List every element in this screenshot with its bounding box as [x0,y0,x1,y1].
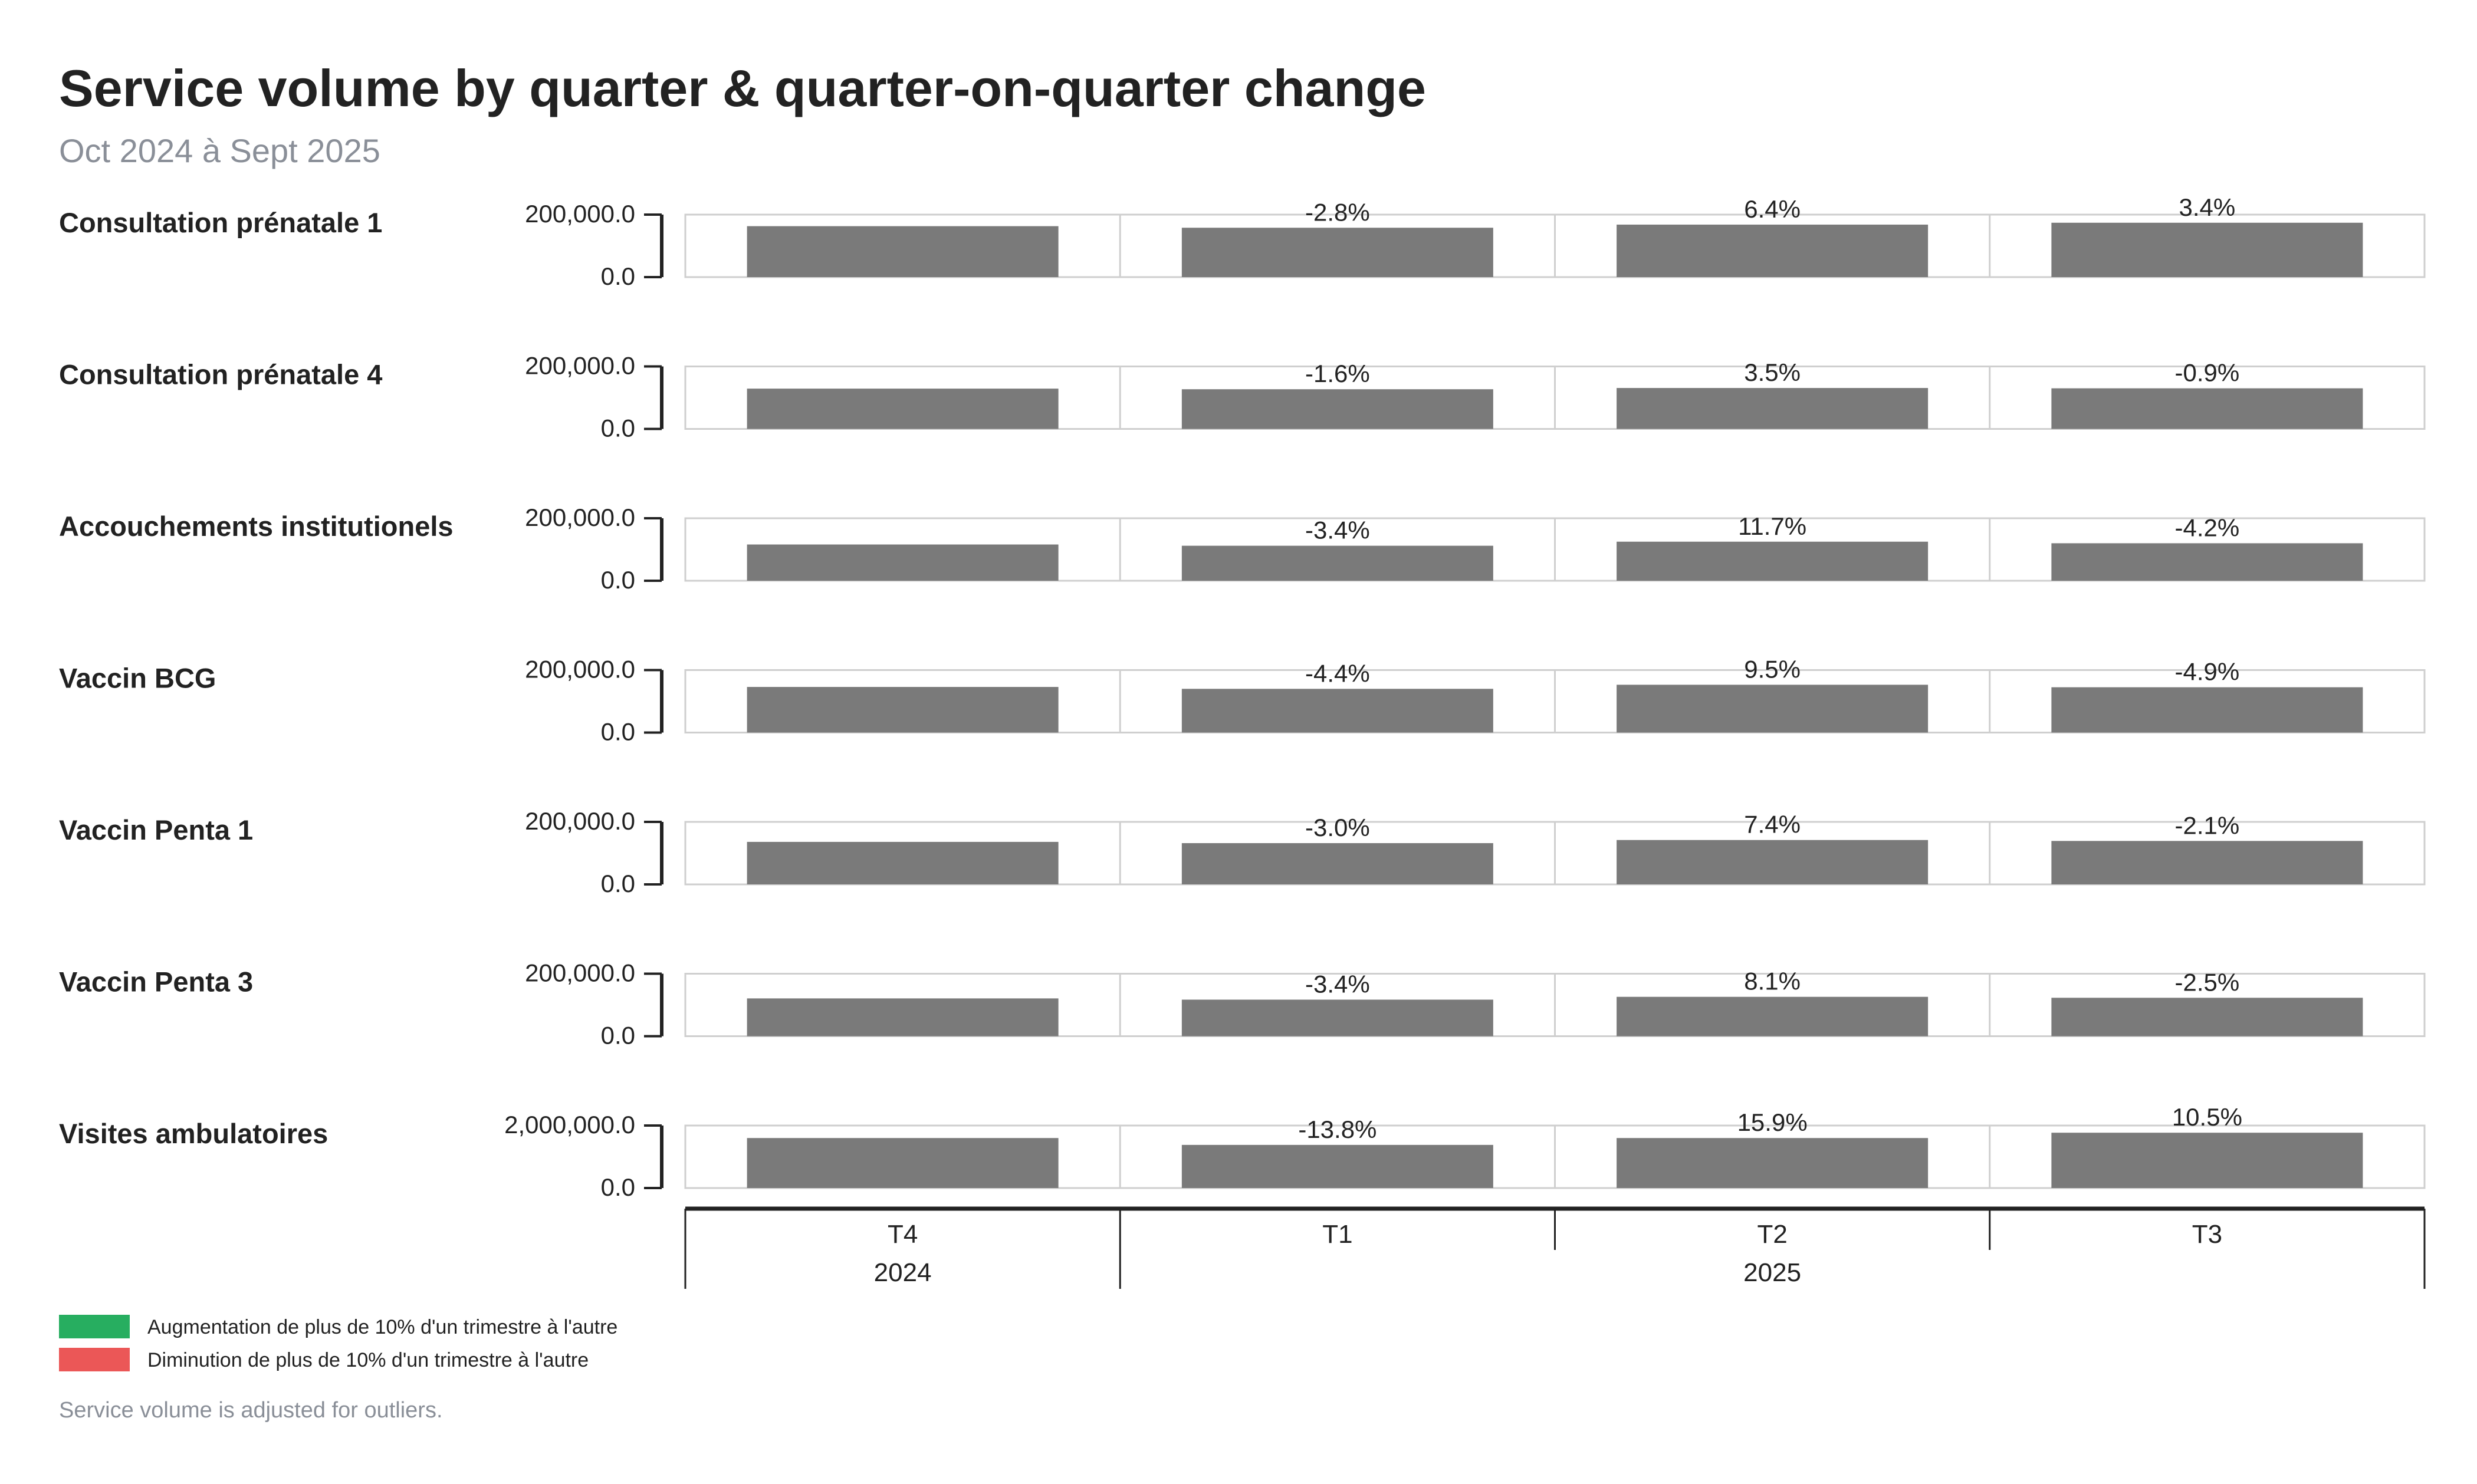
y-tick-label-min: 0.0 [601,566,635,594]
y-tick-label-max: 200,000.0 [525,200,635,228]
change-label: 6.4% [1744,195,1801,223]
change-label: 10.5% [2172,1103,2242,1131]
bar [747,687,1059,733]
x-tick-label-year: 2025 [1743,1258,1801,1287]
change-label: -3.4% [1305,970,1370,998]
legend-label: Augmentation de plus de 10% d'un trimest… [147,1316,617,1338]
row-label: Consultation prénatale 4 [59,359,382,390]
bar [1181,843,1493,884]
row-label: Visites ambulatoires [59,1118,328,1149]
y-tick-label-min: 0.0 [601,414,635,442]
legend-swatch [59,1348,130,1371]
change-label: -2.5% [2175,968,2240,996]
y-tick-label-max: 200,000.0 [525,807,635,835]
bar [1181,1144,1493,1188]
y-tick-label-max: 200,000.0 [525,656,635,683]
bar [1181,389,1493,429]
bar [1617,685,1929,733]
change-label: 8.1% [1744,968,1801,995]
bar [2051,543,2363,581]
bar [1181,999,1493,1037]
bar [1617,388,1929,429]
bar [747,841,1059,884]
change-label: -4.9% [2175,658,2240,686]
x-tick-label-year: 2024 [874,1258,932,1287]
y-tick-label-max: 200,000.0 [525,504,635,531]
y-tick-label-max: 200,000.0 [525,959,635,987]
y-tick-label-max: 2,000,000.0 [504,1111,635,1138]
change-label: -13.8% [1298,1116,1377,1143]
change-label: 3.5% [1744,358,1801,386]
change-label: -2.8% [1305,198,1370,226]
bar [747,226,1059,277]
change-label: 11.7% [1738,512,1806,540]
change-label: -1.6% [1305,360,1370,387]
bar [1617,840,1929,884]
bar [1181,689,1493,733]
bar [1181,228,1493,277]
change-label: -4.4% [1305,659,1370,687]
x-tick-label-quarter: T1 [1322,1220,1352,1249]
change-label: -4.2% [2175,514,2240,541]
bar [1181,545,1493,581]
y-tick-label-min: 0.0 [601,870,635,897]
change-label: -3.0% [1305,814,1370,841]
bar [1617,996,1929,1037]
chart-title: Service volume by quarter & quarter-on-q… [59,59,1426,117]
y-tick-label-min: 0.0 [601,718,635,746]
y-tick-label-min: 0.0 [601,262,635,290]
change-label: -0.9% [2175,359,2240,387]
y-tick-label-min: 0.0 [601,1173,635,1201]
bar [2051,841,2363,884]
legend-swatch [59,1315,130,1338]
bar [1617,1138,1929,1188]
x-tick-label-quarter: T4 [888,1220,918,1249]
change-label: 15.9% [1737,1108,1808,1136]
change-label: -2.1% [2175,811,2240,839]
bar [2051,222,2363,277]
bar [2051,998,2363,1037]
chart-footnote: Service volume is adjusted for outliers. [59,1398,443,1423]
y-tick-label-max: 200,000.0 [525,352,635,380]
x-tick-label-quarter: T2 [1757,1220,1787,1249]
row-label: Consultation prénatale 1 [59,207,382,238]
legend-label: Diminution de plus de 10% d'un trimestre… [147,1349,589,1371]
bar [747,389,1059,429]
change-label: 9.5% [1744,655,1801,683]
row-label: Vaccin BCG [59,663,216,694]
change-label: 3.4% [2179,193,2236,221]
bar [1617,224,1929,277]
chart-subtitle: Oct 2024 à Sept 2025 [59,132,380,169]
y-tick-label-min: 0.0 [601,1022,635,1049]
bar [2051,687,2363,733]
row-label: Accouchements institutionels [59,511,454,542]
change-label: 7.4% [1744,811,1801,838]
bar [2051,388,2363,429]
row-label: Vaccin Penta 1 [59,814,253,845]
row-label: Vaccin Penta 3 [59,966,253,998]
bar [747,544,1059,581]
bar [747,998,1059,1037]
change-label: -3.4% [1305,516,1370,544]
bar [1617,541,1929,581]
bar [2051,1133,2363,1188]
bar [747,1138,1059,1188]
x-tick-label-quarter: T3 [2192,1220,2222,1249]
